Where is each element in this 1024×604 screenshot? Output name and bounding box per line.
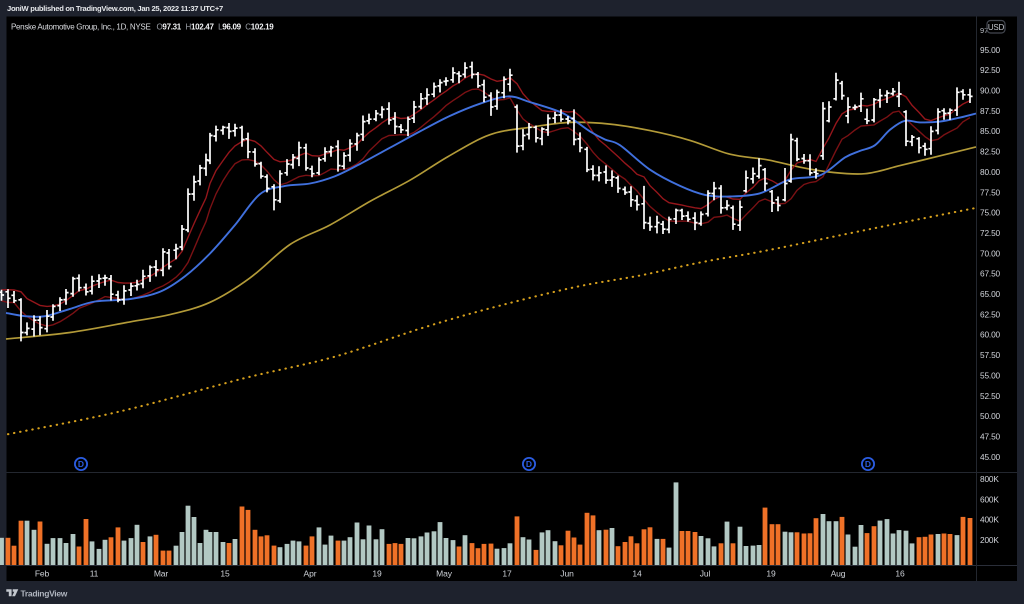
svg-text:Feb: Feb [35,569,50,579]
svg-text:45.00: 45.00 [980,452,1001,462]
svg-text:97: 97 [980,26,988,35]
svg-text:77.50: 77.50 [980,187,1001,197]
svg-text:JoniW published on TradingView: JoniW published on TradingView.com, Jan … [7,4,223,13]
svg-text:19: 19 [372,569,382,579]
svg-text:55.00: 55.00 [980,370,1001,380]
svg-text:82.50: 82.50 [980,147,1001,157]
svg-text:400K: 400K [980,515,999,525]
svg-text:47.50: 47.50 [980,432,1001,442]
svg-text:67.50: 67.50 [980,269,1001,279]
svg-text:52.50: 52.50 [980,391,1001,401]
svg-text:62.50: 62.50 [980,309,1001,319]
svg-text:87.50: 87.50 [980,106,1001,116]
svg-text:60.00: 60.00 [980,330,1001,340]
svg-text:May: May [436,569,453,579]
svg-text:Jul: Jul [700,569,711,579]
svg-text:Apr: Apr [304,569,317,579]
svg-text:50.00: 50.00 [980,411,1001,421]
svg-text:85.00: 85.00 [980,126,1001,136]
svg-text:Mar: Mar [154,569,169,579]
svg-text:16: 16 [895,569,905,579]
svg-text:D: D [78,459,84,469]
svg-text:90.00: 90.00 [980,86,1001,96]
svg-text:19: 19 [766,569,776,579]
svg-text:15: 15 [220,569,230,579]
svg-text:70.00: 70.00 [980,248,1001,258]
svg-text:Aug: Aug [831,569,846,579]
svg-text:Penske Automotive Group, Inc.,: Penske Automotive Group, Inc., 1D, NYSE O… [11,23,274,32]
svg-text:D: D [526,459,532,469]
svg-text:D: D [865,459,871,469]
svg-text:75.00: 75.00 [980,208,1001,218]
svg-text:80.00: 80.00 [980,167,1001,177]
svg-text:800K: 800K [980,474,999,484]
svg-text:USD: USD [988,23,1005,32]
svg-text:65.00: 65.00 [980,289,1001,299]
svg-text:600K: 600K [980,494,999,504]
svg-text:14: 14 [632,569,642,579]
svg-text:17: 17 [502,569,512,579]
svg-text:11: 11 [90,569,99,579]
svg-text:72.50: 72.50 [980,228,1001,238]
svg-text:95.00: 95.00 [980,45,1001,55]
svg-text:57.50: 57.50 [980,350,1001,360]
svg-text:TradingView: TradingView [21,588,68,598]
svg-text:92.50: 92.50 [980,65,1001,75]
svg-text:Jun: Jun [560,569,574,579]
svg-text:200K: 200K [980,535,999,545]
